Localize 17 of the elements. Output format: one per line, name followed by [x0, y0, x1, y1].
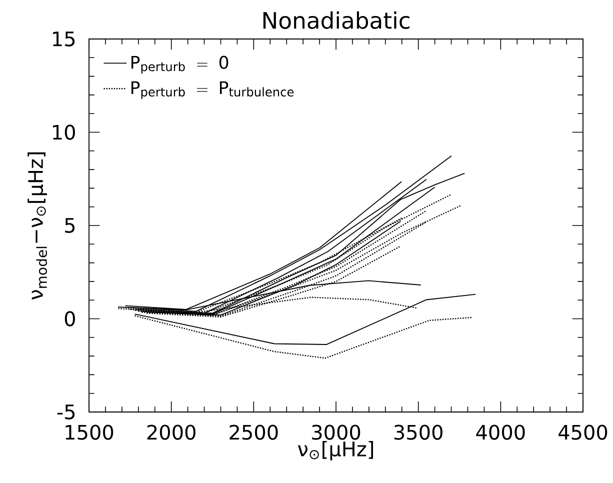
x-tick-label: 3500 — [394, 424, 442, 440]
legend-label: $\mathrm{P_{perturb}\ =\ P_{turbulence}}$ — [131, 81, 294, 99]
chart-title: Nonadiabatic — [263, 11, 410, 29]
x-axis-title: ν$_{⊙}$[μHz] — [298, 441, 373, 460]
y-tick-label: 0 — [64, 311, 75, 326]
x-tick-label: 4500 — [558, 424, 608, 440]
x-tick-label: 3000 — [312, 424, 360, 440]
y-tick-label: 5 — [65, 218, 75, 233]
y-tick-label: 10 — [53, 124, 75, 140]
y-tick-label: 15 — [53, 32, 75, 46]
x-tick-label: 2500 — [230, 424, 278, 440]
legend-label: $\mathrm{P_{perturb}\ =\ 0}$ — [131, 56, 228, 74]
x-tick-label: 4000 — [476, 424, 525, 440]
y-axis-title: ν$_{model}$−ν$_{⊙}$[μHz] — [28, 152, 48, 300]
y-tick-label: -5 — [57, 404, 75, 420]
x-tick-label: 1500 — [66, 424, 114, 440]
x-tick-label: 2000 — [147, 424, 196, 440]
